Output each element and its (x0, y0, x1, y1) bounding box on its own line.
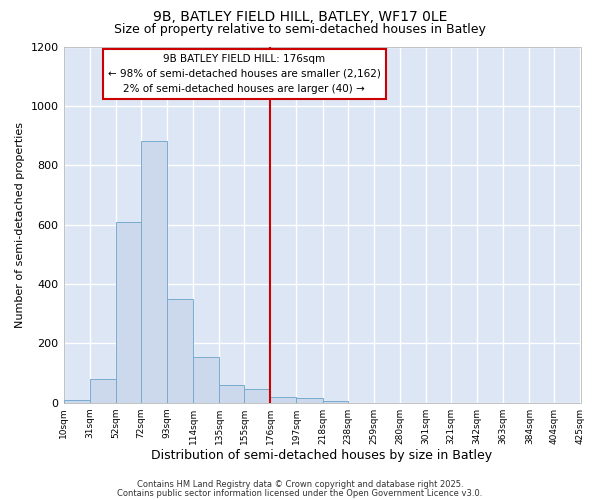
X-axis label: Distribution of semi-detached houses by size in Batley: Distribution of semi-detached houses by … (151, 450, 493, 462)
Bar (271, 397, 296, 402)
Bar (116, 222, 141, 402)
Text: 9B BATLEY FIELD HILL: 176sqm
← 98% of semi-detached houses are smaller (2,162)
2: 9B BATLEY FIELD HILL: 176sqm ← 98% of se… (108, 54, 380, 94)
Bar (141, 142, 167, 402)
Bar (64, 400, 90, 402)
Text: 9B, BATLEY FIELD HILL, BATLEY, WF17 0LE: 9B, BATLEY FIELD HILL, BATLEY, WF17 0LE (153, 10, 447, 24)
Bar (323, 401, 347, 402)
Text: Size of property relative to semi-detached houses in Batley: Size of property relative to semi-detach… (114, 22, 486, 36)
Bar (219, 385, 244, 402)
Y-axis label: Number of semi-detached properties: Number of semi-detached properties (15, 122, 25, 328)
Bar (90, 379, 116, 402)
Bar (193, 356, 219, 403)
Bar (244, 390, 271, 402)
Text: Contains HM Land Registry data © Crown copyright and database right 2025.: Contains HM Land Registry data © Crown c… (137, 480, 463, 489)
Bar (167, 299, 193, 403)
Bar (296, 398, 323, 402)
Text: Contains public sector information licensed under the Open Government Licence v3: Contains public sector information licen… (118, 488, 482, 498)
